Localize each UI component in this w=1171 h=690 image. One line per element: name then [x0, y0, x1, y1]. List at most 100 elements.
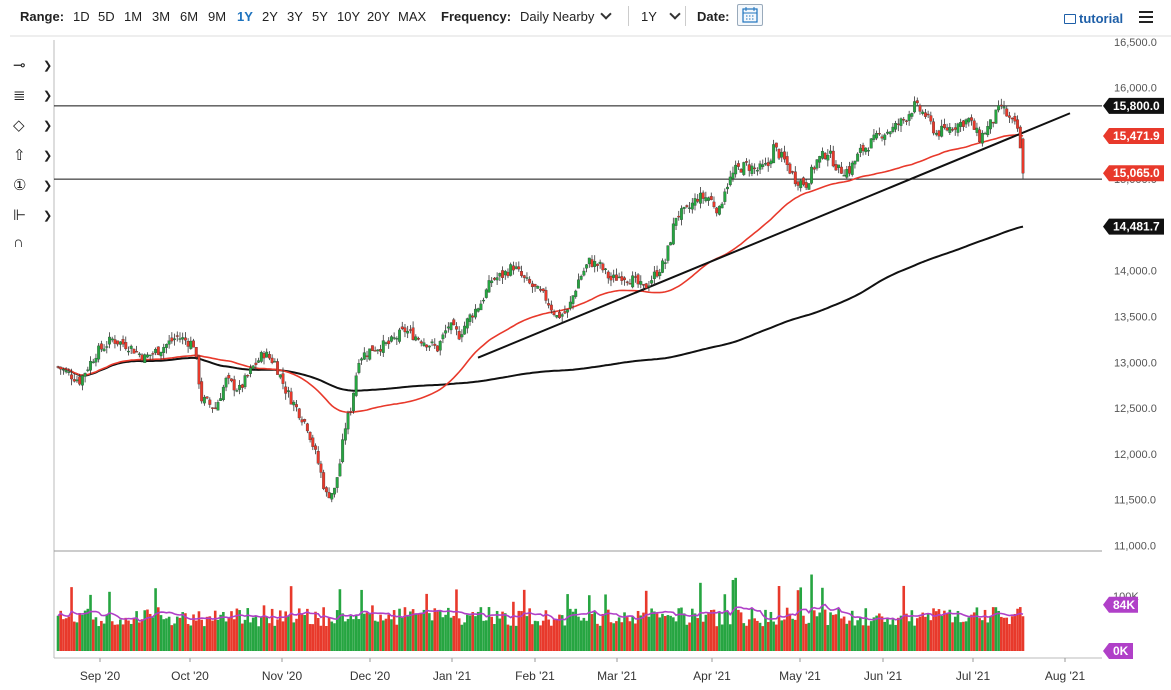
range-button-2y[interactable]: 2Y: [262, 9, 278, 24]
candle-body: [755, 170, 759, 172]
candle-body: [381, 340, 385, 353]
candle-body: [259, 352, 263, 362]
price-tick-label: 11,500.0: [1114, 495, 1156, 507]
candle-body: [156, 346, 160, 355]
volume-bar: [674, 621, 678, 651]
fibonacci-tool-button[interactable]: ≣ ❯: [13, 86, 52, 108]
volume-bar: [119, 619, 122, 651]
volume-bar: [178, 617, 182, 651]
volume-bar: [414, 613, 418, 651]
volume-bar: [471, 611, 475, 651]
period-dropdown[interactable]: 1Y: [641, 8, 681, 24]
volume-bar: [978, 618, 981, 651]
shape-icon: ◇: [13, 117, 25, 134]
range-button-10y[interactable]: 10Y: [337, 9, 361, 24]
candle-body: [777, 148, 781, 159]
range-button-1d[interactable]: 1D: [73, 9, 90, 24]
volume-bar: [292, 622, 296, 651]
range-button-9m[interactable]: 9M: [208, 9, 227, 24]
shape-tool-button[interactable]: ◇ ❯: [13, 116, 52, 138]
candle-body: [593, 261, 597, 267]
candle-body: [211, 407, 214, 409]
volume-bar: [1005, 617, 1009, 651]
candle-body: [753, 167, 757, 170]
candle-body: [270, 357, 274, 363]
magnet-tool-button[interactable]: ∩: [13, 234, 51, 256]
candle-body: [940, 125, 944, 137]
volume-bar: [593, 610, 597, 651]
range-button-max[interactable]: MAX: [398, 9, 427, 24]
volume-bar: [883, 621, 887, 651]
candle-body: [238, 384, 242, 390]
volume-bar: [552, 619, 556, 651]
candle-body: [877, 133, 881, 135]
volume-bar: [138, 622, 141, 651]
ma200-line: [57, 225, 1024, 392]
volume-bar: [143, 610, 147, 651]
arrow-tool-button[interactable]: ⇧ ❯: [13, 146, 52, 168]
volume-bar: [905, 613, 908, 651]
line-tool-button[interactable]: ⊸ ❯: [13, 56, 52, 78]
candle-body: [1010, 117, 1014, 120]
volume-bar: [761, 626, 765, 651]
volume-bar: [509, 625, 512, 651]
candle-body: [335, 477, 339, 488]
volume-bar: [167, 616, 171, 651]
volume-bar: [566, 594, 569, 651]
range-button-20y[interactable]: 20Y: [367, 9, 391, 24]
volume-bar: [948, 609, 952, 651]
candle-body: [379, 349, 383, 352]
measure-tool-button[interactable]: ⊩ ❯: [13, 206, 52, 228]
candle-body: [709, 196, 713, 201]
candle-body: [324, 487, 328, 493]
volume-bar: [417, 613, 420, 651]
calendar-button[interactable]: [737, 4, 763, 26]
candle-body: [257, 360, 261, 363]
candle-body: [452, 319, 456, 326]
candle-body: [539, 289, 542, 291]
candle-body: [715, 207, 719, 214]
candle-body: [585, 264, 589, 269]
volume-bar: [872, 617, 876, 651]
candle-body: [482, 299, 486, 302]
volume-bar: [1008, 624, 1011, 651]
volume-bar: [62, 619, 65, 651]
tutorial-link[interactable]: tutorial: [1064, 11, 1123, 26]
candle-body: [384, 342, 388, 344]
menu-icon[interactable]: [1139, 11, 1153, 23]
candle-body: [140, 354, 144, 361]
candle-body: [164, 344, 168, 348]
volume-bar: [466, 614, 469, 651]
candle-body: [170, 337, 174, 342]
range-button-6m[interactable]: 6M: [180, 9, 199, 24]
horizontal-levels: [54, 105, 1102, 180]
range-button-5d[interactable]: 5D: [98, 9, 115, 24]
candle-body: [1002, 106, 1006, 109]
range-button-5y[interactable]: 5Y: [312, 9, 328, 24]
annotation-tool-button[interactable]: ① ❯: [13, 176, 52, 198]
volume-bar: [151, 617, 155, 651]
range-button-1m[interactable]: 1M: [124, 9, 143, 24]
toolbar-divider: [628, 6, 629, 26]
volume-bar: [522, 589, 526, 651]
volume-bar: [709, 610, 713, 651]
volume-bar: [864, 608, 868, 651]
range-button-3m[interactable]: 3M: [152, 9, 171, 24]
volume-bar: [311, 624, 315, 651]
volume-bar: [897, 617, 900, 651]
range-button-3y[interactable]: 3Y: [287, 9, 303, 24]
volume-bar: [384, 618, 388, 651]
candle-body: [311, 437, 315, 447]
date-tick-label: Jan '21: [433, 669, 472, 683]
candle-body: [208, 399, 212, 405]
candle-body: [942, 124, 946, 128]
volume-bar: [127, 620, 130, 651]
candle-body: [395, 338, 399, 340]
volume-bar: [788, 613, 792, 651]
volume-bar: [853, 625, 857, 651]
frequency-dropdown[interactable]: Daily Nearby: [520, 8, 613, 24]
line-tool-icon: ⊸: [13, 57, 26, 74]
volume-bar: [582, 617, 586, 651]
range-button-1y[interactable]: 1Y: [237, 9, 253, 24]
